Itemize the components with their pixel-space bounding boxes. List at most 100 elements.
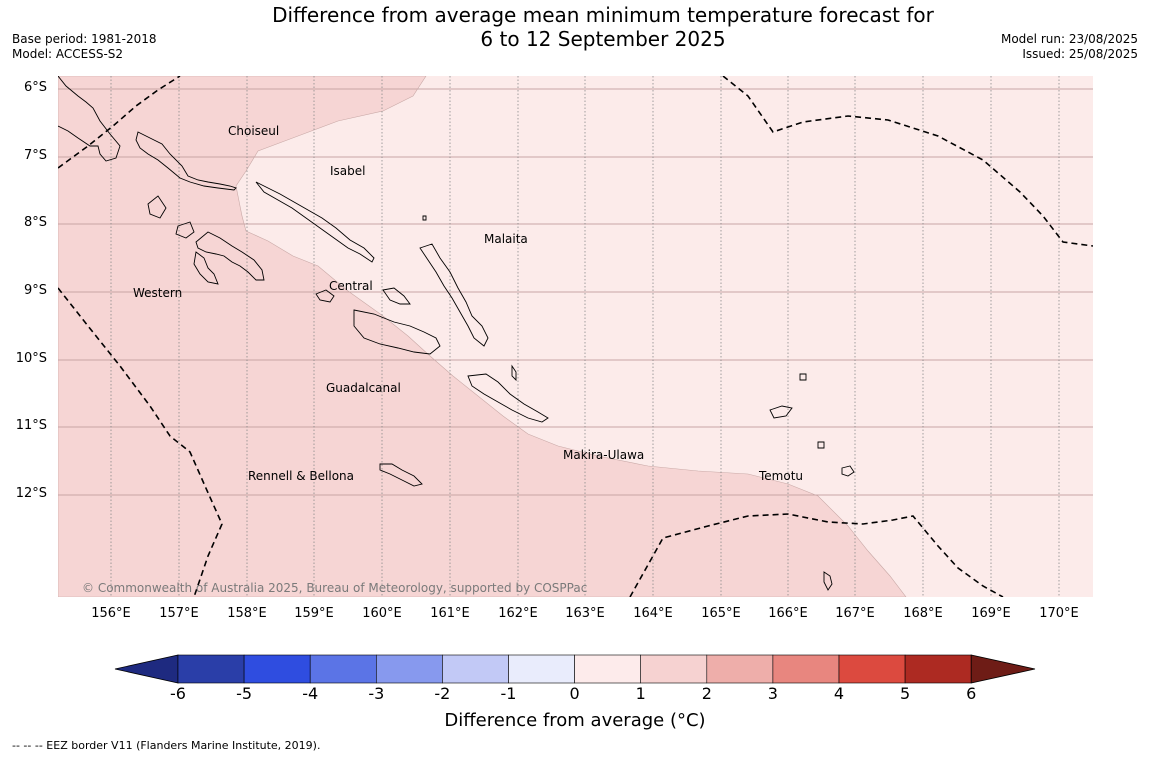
title-line-1: Difference from average mean minimum tem… (272, 3, 934, 27)
island-vella (147, 195, 167, 219)
longitude-label: 158°E (227, 606, 267, 621)
island-choiseul (135, 131, 237, 191)
longitude-label: 170°E (1039, 606, 1079, 621)
colorbar-segment (838, 654, 906, 684)
longitude-label: 168°E (903, 606, 943, 621)
place-label-isabel: Isabel (330, 164, 366, 178)
longitude-label: 169°E (971, 606, 1011, 621)
colorbar-tick-label: -3 (368, 684, 385, 703)
eez-west-north (58, 76, 181, 169)
island-small-2 (422, 215, 427, 221)
place-label-makira-ulawa: Makira-Ulawa (563, 448, 645, 462)
colorbar-tick-label: -1 (500, 684, 517, 703)
forecast-map (58, 76, 1093, 597)
longitude-lines (110, 76, 1060, 597)
colorbar-segment (904, 654, 972, 684)
colorbar-segment (375, 654, 443, 684)
latitude-label: 8°S (23, 215, 47, 230)
longitude-label: 159°E (294, 606, 334, 621)
latitude-label: 10°S (15, 351, 47, 366)
island-russell (315, 289, 335, 303)
island-guadalcanal (353, 309, 441, 355)
copyright-notice: © Commonwealth of Australia 2025, Bureau… (82, 581, 588, 595)
base-period: Base period: 1981-2018 (12, 32, 157, 46)
longitude-label: 156°E (91, 606, 131, 621)
latitude-lines (58, 88, 1093, 496)
latitude-label: 11°S (15, 418, 47, 433)
latitude-label: 6°S (23, 80, 47, 95)
colorbar-tick-label: 0 (569, 684, 580, 703)
island-makira (467, 373, 549, 423)
eez-west-south (58, 287, 223, 597)
island-new-georgia (175, 221, 265, 281)
colorbar-tick-label: 1 (635, 684, 646, 703)
latitude-label: 9°S (23, 283, 47, 298)
place-label-central: Central (329, 279, 373, 293)
longitude-label: 157°E (159, 606, 199, 621)
island-ranongga (193, 251, 219, 285)
colorbar-segment (177, 654, 245, 684)
island-florida (382, 287, 411, 305)
chart-title: Difference from average mean minimum tem… (200, 3, 1006, 51)
colorbar-segment (574, 654, 642, 684)
place-label-choiseul: Choiseul (228, 124, 280, 138)
island-rennell (379, 463, 423, 487)
eez-borders (58, 76, 1093, 597)
eez-east-north (722, 76, 1093, 247)
island-small-1 (511, 364, 517, 382)
colorbar-segment (508, 654, 575, 684)
colorbar-segment (640, 654, 708, 684)
colorbar-tick-label: 2 (701, 684, 712, 703)
longitude-label: 166°E (768, 606, 808, 621)
colorbar-tick-label: 4 (833, 684, 845, 703)
island-isabel (255, 181, 375, 263)
latitude-label: 12°S (15, 486, 47, 501)
colorbar-extend-low (114, 654, 179, 684)
title-line-2: 6 to 12 September 2025 (480, 27, 726, 51)
island-duff (799, 373, 807, 381)
colorbar-segment (772, 654, 840, 684)
place-label-guadalcanal: Guadalcanal (326, 381, 401, 395)
anomaly-region-1-2 (58, 76, 907, 597)
longitude-label: 163°E (565, 606, 605, 621)
longitude-label: 164°E (633, 606, 673, 621)
colorbar-extend-high (970, 654, 1036, 684)
colorbar-tick-label: 6 (966, 684, 977, 703)
longitude-label: 160°E (362, 606, 402, 621)
meta-right: Model run: 23/08/2025 Issued: 25/08/2025 (1001, 32, 1138, 62)
longitude-label: 162°E (498, 606, 538, 621)
island-tikopia (823, 571, 833, 591)
place-label-temotu: Temotu (759, 469, 804, 483)
colorbar-label: Difference from average (°C) (444, 710, 706, 731)
longitude-label: 161°E (430, 606, 470, 621)
colorbar-segment (706, 654, 774, 684)
eez-east-south (629, 513, 1004, 597)
colorbar-tick-label: -4 (302, 684, 319, 703)
island-bougainville (58, 76, 121, 162)
colorbar (114, 654, 1036, 684)
island-utupua (817, 441, 825, 449)
place-label-western: Western (133, 286, 183, 300)
model-run: Model run: 23/08/2025 (1000, 32, 1138, 46)
colorbar-tick-label: -2 (434, 684, 451, 703)
colorbar-segment (442, 654, 509, 684)
meta-left: Base period: 1981-2018 Model: ACCESS-S2 (12, 32, 157, 62)
eez-footnote: -- -- -- EEZ border V11 (Flanders Marine… (12, 739, 321, 752)
island-malaita (419, 243, 489, 347)
colorbar-tick-label: 3 (767, 684, 778, 703)
place-label-malaita: Malaita (484, 232, 528, 246)
longitude-label: 167°E (835, 606, 875, 621)
colorbar-tick-label: -5 (236, 684, 253, 703)
latitude-label: 7°S (23, 148, 47, 163)
colorbar-segment (309, 654, 377, 684)
place-label-rennell-bellona: Rennell & Bellona (248, 469, 355, 483)
island-vanikoro (841, 465, 855, 477)
issued-date: Issued: 25/08/2025 (1022, 47, 1138, 61)
model-name: Model: ACCESS-S2 (12, 47, 124, 61)
longitude-label: 165°E (701, 606, 741, 621)
colorbar-tick-label: -6 (170, 684, 186, 703)
island-outlines (58, 76, 855, 591)
colorbar-segment (243, 654, 311, 684)
colorbar-tick-label: 5 (900, 684, 911, 703)
island-santa-cruz (769, 405, 793, 419)
